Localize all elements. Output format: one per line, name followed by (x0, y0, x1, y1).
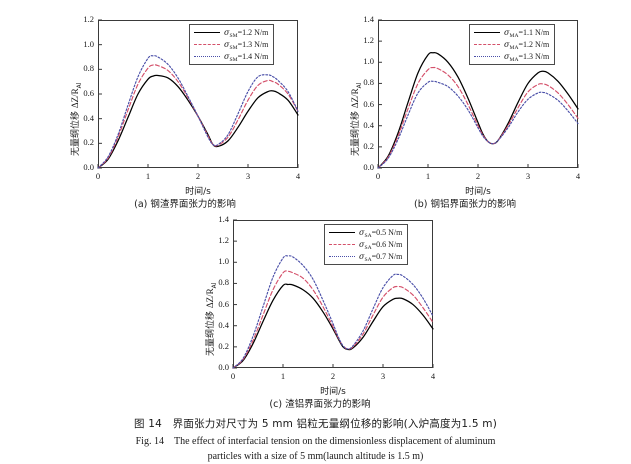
panel-b-curves (377, 19, 579, 169)
legend-item: σSM=1.2 N/m (194, 28, 269, 39)
caption-english-line2: particles with a size of 5 mm(launch alt… (207, 451, 424, 462)
legend-label: σSA=0.7 N/m (359, 252, 403, 263)
x-tick-label: 4 (430, 371, 436, 381)
x-tick-label: 1 (280, 371, 286, 381)
legend-line-sample (194, 53, 220, 60)
legend-label: σSM=1.3 N/m (224, 40, 269, 51)
x-tick-label: 3 (525, 171, 531, 181)
panel-c-curves (232, 219, 434, 369)
legend-label: σMA=1.3 N/m (504, 52, 550, 63)
y-tick-label: 0.6 (83, 88, 94, 98)
x-tick-label: 2 (195, 171, 201, 181)
y-tick-label: 1.2 (83, 14, 94, 24)
y-tick-label: 0.4 (83, 112, 94, 123)
y-tick-label: 1.4 (363, 14, 374, 24)
x-tick-label: 3 (380, 371, 386, 381)
legend-item: σSA=0.5 N/m (329, 228, 403, 239)
legend-item: σSM=1.4 N/m (194, 52, 269, 63)
panel-c-subcaption: (c) 渣铝界面张力的影响 (269, 399, 371, 410)
legend-label: σSM=1.4 N/m (224, 52, 269, 63)
legend-label: σMA=1.2 N/m (504, 40, 550, 51)
figure-caption: 图 14 界面张力对尺寸为 5 mm 铝粒无量纲位移的影响(入炉高度为1.5 m… (0, 416, 631, 464)
caption-english-line1: Fig. 14 The effect of interfacial tensio… (135, 436, 496, 447)
x-tick-label: 1 (145, 171, 151, 181)
series-line (377, 80, 579, 169)
series-line (377, 51, 579, 169)
panel-b-legend: σMA=1.1 N/m σMA=1.2 N/m σMA=1.3 N/m (469, 24, 556, 65)
panel-b-x-axis-title: 时间/s (465, 187, 491, 197)
legend-item: σSM=1.3 N/m (194, 40, 269, 51)
y-tick-label: 1.0 (218, 256, 229, 267)
series-line (97, 74, 299, 169)
y-tick-label: 0.4 (363, 119, 374, 130)
y-tick-label: 1.0 (363, 56, 374, 67)
y-tick-label: 1.4 (218, 214, 229, 224)
legend-line-sample (194, 29, 220, 36)
series-line (97, 55, 299, 169)
x-tick-label: 4 (295, 171, 301, 181)
legend-item: σMA=1.2 N/m (474, 40, 550, 51)
y-tick-label: 1.0 (83, 38, 94, 49)
legend-label: σSA=0.6 N/m (359, 240, 403, 251)
series-line (232, 255, 434, 369)
legend-item: σSA=0.7 N/m (329, 252, 403, 263)
caption-chinese: 图 14 界面张力对尺寸为 5 mm 铝粒无量纲位移的影响(入炉高度为1.5 m… (133, 418, 497, 430)
y-tick-label: 0.2 (83, 137, 94, 148)
y-tick-label: 1.2 (363, 35, 374, 46)
y-tick-label: 0.8 (83, 63, 94, 74)
y-tick-label: 0.0 (218, 362, 229, 372)
panel-b-subcaption: (b) 钢铝界面张力的影响 (414, 199, 516, 210)
legend-line-sample (194, 41, 220, 48)
y-tick-label: 0.0 (83, 162, 94, 172)
panel-a-curves (97, 19, 299, 169)
y-tick-label: 0.2 (218, 340, 229, 351)
legend-label: σSM=1.2 N/m (224, 28, 269, 39)
legend-line-sample (474, 53, 500, 60)
y-tick-label: 0.2 (363, 140, 374, 151)
y-tick-label: 0.8 (218, 277, 229, 288)
y-tick-label: 1.2 (218, 235, 229, 246)
x-tick-label: 1 (425, 171, 431, 181)
series-line (232, 270, 434, 369)
panel-a-legend: σSM=1.2 N/m σSM=1.3 N/m σSM=1.4 N/m (189, 24, 275, 65)
legend-line-sample (329, 241, 355, 248)
legend-label: σMA=1.1 N/m (504, 28, 550, 39)
x-tick-label: 0 (375, 171, 381, 181)
y-tick-label: 0.4 (218, 319, 229, 330)
x-tick-label: 0 (95, 171, 101, 181)
legend-label: σSA=0.5 N/m (359, 228, 403, 239)
panel-c-legend: σSA=0.5 N/m σSA=0.6 N/m σSA=0.7 N/m (324, 224, 409, 265)
y-tick-label: 0.0 (363, 162, 374, 172)
y-tick-label: 0.8 (363, 77, 374, 88)
panel-a-subcaption: (a) 钢渣界面张力的影响 (134, 199, 236, 210)
y-tick-label: 0.6 (363, 98, 374, 109)
panel-b: 无量纲位移 ΔZ/RAl 时间/s σMA=1.1 N/m σMA=1.2 N/… (340, 14, 590, 210)
x-tick-label: 2 (330, 371, 336, 381)
legend-item: σMA=1.3 N/m (474, 52, 550, 63)
panel-c-x-axis-title: 时间/s (320, 387, 346, 397)
x-tick-label: 4 (575, 171, 581, 181)
series-line (377, 66, 579, 169)
legend-item: σSA=0.6 N/m (329, 240, 403, 251)
legend-line-sample (474, 29, 500, 36)
x-tick-label: 3 (245, 171, 251, 181)
legend-line-sample (329, 229, 355, 236)
legend-line-sample (474, 41, 500, 48)
legend-item: σMA=1.1 N/m (474, 28, 550, 39)
x-tick-label: 0 (230, 371, 236, 381)
panel-a-x-axis-title: 时间/s (185, 187, 211, 197)
panel-a: 无量纲位移 ΔZ/RAl 时间/s σSM=1.2 N/m σSM=1.3 N/… (60, 14, 310, 210)
y-tick-label: 0.6 (218, 298, 229, 309)
x-tick-label: 2 (475, 171, 481, 181)
panel-c: 无量纲位移 ΔZ/RAl 时间/s σSA=0.5 N/m σSA=0.6 N/… (195, 214, 445, 410)
legend-line-sample (329, 253, 355, 260)
